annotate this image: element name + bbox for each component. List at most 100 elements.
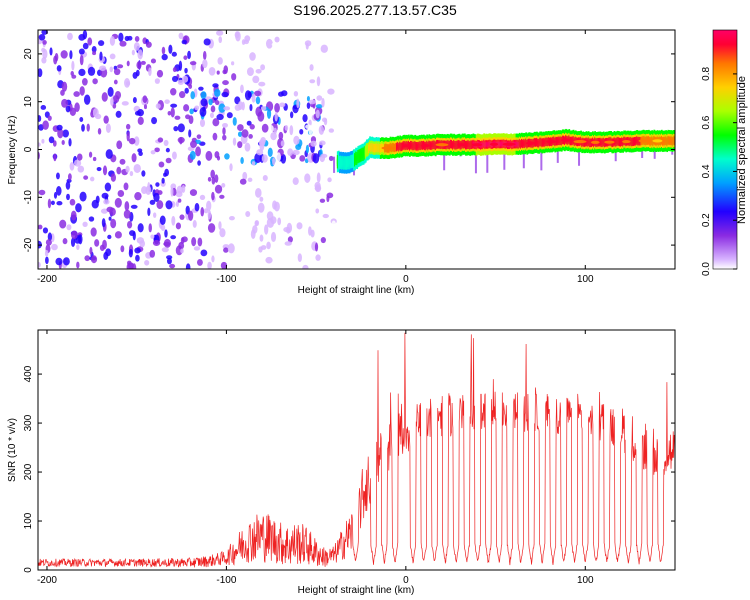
spectrogram-cell xyxy=(38,142,41,147)
spectrogram-cell xyxy=(114,197,122,208)
spectrogram-cell xyxy=(208,66,216,76)
spectrogram-cell xyxy=(179,91,186,99)
spectrogram-cell xyxy=(131,49,135,56)
spectrogram-cell xyxy=(262,175,268,181)
spectrogram-cell xyxy=(141,170,146,177)
spectrogram-cell xyxy=(271,42,278,47)
spectrogram-cell xyxy=(38,240,42,249)
spectrogram-cell xyxy=(57,128,64,139)
spectrogram-cell xyxy=(137,49,143,60)
spectrogram-cell xyxy=(105,149,113,159)
spectrogram-cell xyxy=(325,135,331,143)
spectrogram-cell xyxy=(254,152,262,164)
spectrogram-ridge-cell xyxy=(344,160,347,166)
spectrogram-cell xyxy=(164,99,170,104)
spectrogram-cell xyxy=(180,237,185,245)
spectrogram-cell xyxy=(113,79,118,85)
spectrogram-cell xyxy=(200,91,207,100)
spectrogram-cell xyxy=(305,42,309,50)
spectrogram-cell xyxy=(137,223,144,233)
spectrogram-cell xyxy=(53,55,58,65)
spectrogram-peak xyxy=(471,143,483,147)
spectrogram-cell xyxy=(174,115,181,120)
spectrogram-cell xyxy=(112,95,120,104)
spectrogram-ridge-cell xyxy=(370,145,373,151)
spectrogram-cell xyxy=(218,103,226,113)
spectrogram-cell xyxy=(207,261,212,269)
spectrogram-cell xyxy=(314,242,319,252)
spectrogram-cell xyxy=(136,61,142,70)
spectrogram-cell xyxy=(221,183,226,188)
spectrogram-ridge-cell xyxy=(663,138,665,144)
spectrogram-y-axis-label: Frequency (Hz) xyxy=(7,116,18,185)
spectrogram-cell xyxy=(116,140,123,150)
spectrogram-cell xyxy=(279,102,286,108)
spectrogram-cell xyxy=(245,210,251,217)
spectrogram-cell xyxy=(296,222,303,230)
spectrogram-cell xyxy=(189,61,197,66)
spectrogram-cell xyxy=(328,128,335,133)
snr-panel: -200 -100 0 100 0 100 200 300 400 Height of str… xyxy=(7,329,676,596)
spectrogram-cell xyxy=(296,98,300,109)
spectrogram-ridge-cell xyxy=(394,144,397,150)
spectrogram-cell xyxy=(210,169,216,179)
spectrogram-cell xyxy=(53,153,57,162)
spectrogram-cell xyxy=(256,149,264,156)
spectrogram-cell xyxy=(109,53,116,60)
spectrogram-cell xyxy=(133,42,140,51)
spectrogram-cell xyxy=(284,125,289,131)
spectrogram-ridge-cell xyxy=(586,140,589,145)
snr-y-tick-label: 300 xyxy=(23,414,34,431)
spectrogram-cell xyxy=(132,263,137,269)
spectrogram-cell xyxy=(219,194,225,199)
spectrogram-cell xyxy=(320,153,328,158)
spectrogram-cell xyxy=(255,220,260,226)
spectrogram-cell xyxy=(212,83,219,88)
spectrogram-cell xyxy=(97,40,105,46)
spectrogram-cell xyxy=(310,229,315,238)
spectrogram-cell xyxy=(237,141,243,149)
spectrogram-cell xyxy=(129,170,134,177)
spectrogram-cell xyxy=(121,101,129,106)
spectrogram-cell xyxy=(299,155,306,162)
spectrogram-ridge-cell xyxy=(615,139,618,145)
spectrogram-cell xyxy=(150,150,156,155)
spectrogram-ridge-cell xyxy=(351,158,354,164)
spectrogram-peak xyxy=(525,141,537,145)
spectrogram-ridge-cell xyxy=(671,138,674,144)
spectrogram-peak xyxy=(622,139,631,144)
spectrogram-cell xyxy=(65,105,71,113)
spectrogram-cell xyxy=(100,208,108,214)
spectrogram-cell xyxy=(38,68,43,78)
spectrogram-ridge-cell xyxy=(433,142,436,148)
spectrogram-cell xyxy=(293,135,300,145)
spectrogram-ridge-cell xyxy=(414,143,417,148)
spectrogram-cell xyxy=(199,107,207,117)
spectrogram-cell xyxy=(99,65,107,71)
spectrogram-ridge-cell xyxy=(488,141,491,147)
spectrogram-cell xyxy=(116,166,122,175)
spectrogram-cell xyxy=(123,182,129,191)
spectrogram-cell xyxy=(161,53,168,61)
spectrogram-ridge-cell xyxy=(373,145,376,151)
spectrogram-ridge-cell xyxy=(372,145,375,151)
spectrogram-cell xyxy=(197,160,201,166)
spectrogram-cell xyxy=(161,46,166,55)
spectrogram-ridge-cell xyxy=(466,142,468,148)
snr-x-tick-label: -200 xyxy=(37,575,57,586)
spectrogram-cell xyxy=(306,95,310,102)
spectrogram-cell xyxy=(84,255,91,262)
spectrogram-ridge-cell xyxy=(651,138,654,144)
spectrogram-cell xyxy=(38,189,46,196)
spectrogram-cell xyxy=(87,66,96,76)
snr-x-axis-label: Height of straight line (km) xyxy=(298,585,415,596)
spectrogram-cell xyxy=(540,137,543,171)
spectrogram-cell xyxy=(134,247,141,254)
spectrogram-cell xyxy=(251,161,256,166)
spectrogram-cell xyxy=(50,200,55,206)
spectrogram-cell xyxy=(255,96,261,105)
spectrogram-cell xyxy=(55,172,60,180)
spectrogram-ridge-cell xyxy=(616,138,619,144)
spectrogram-cell xyxy=(47,232,53,242)
spectrogram-cell xyxy=(69,198,76,206)
